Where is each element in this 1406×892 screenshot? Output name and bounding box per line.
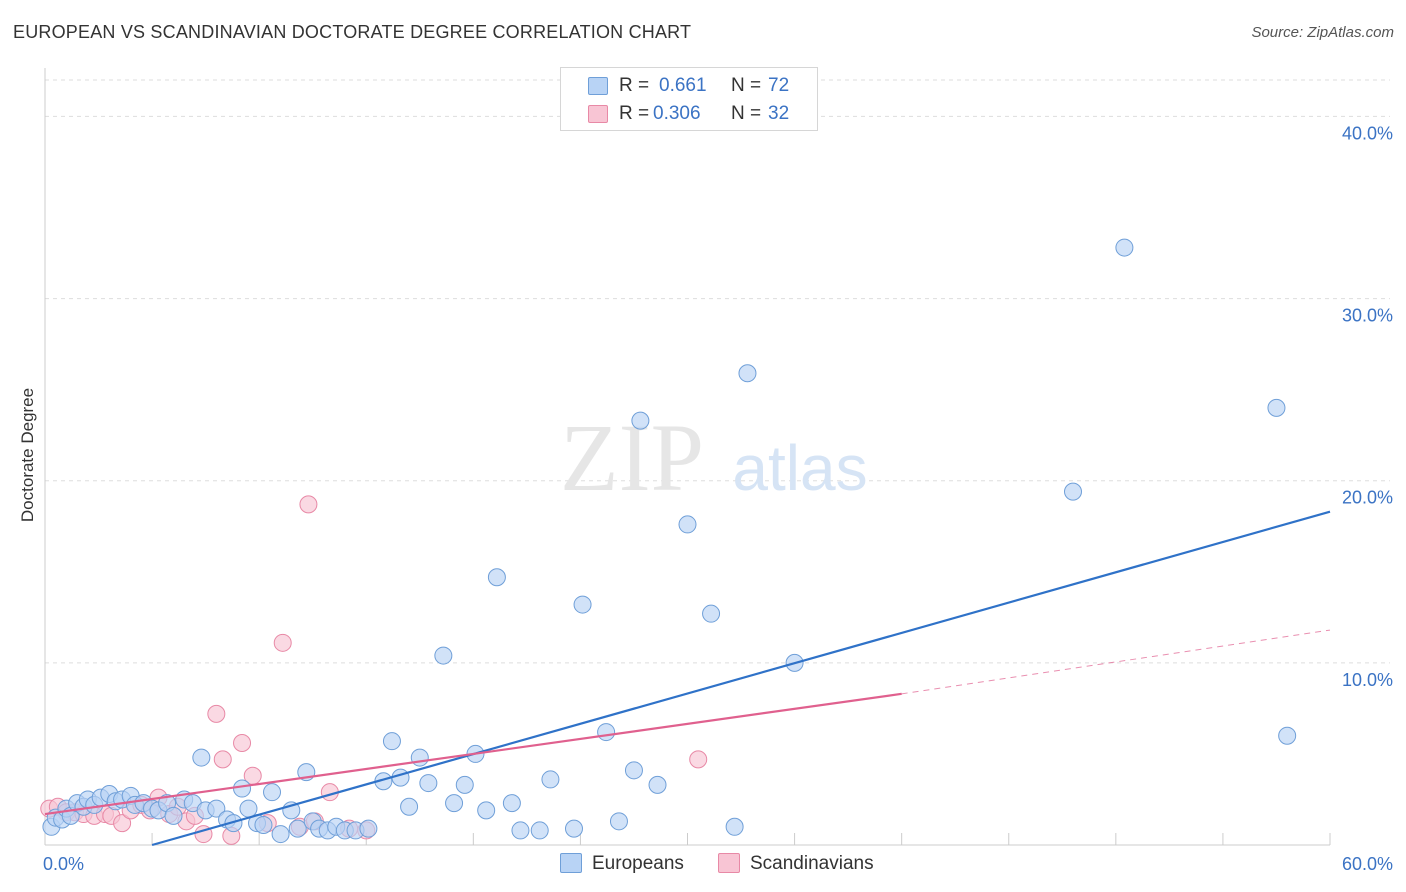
european-point — [609, 812, 628, 831]
y-tick-label: 10.0% — [1342, 670, 1393, 690]
legend-r-label: R = — [619, 103, 650, 124]
european-point — [1115, 238, 1134, 257]
european-point — [391, 768, 410, 787]
european-point — [271, 825, 290, 844]
watermark: ZIP atlas — [560, 404, 868, 511]
european-point — [1267, 398, 1286, 417]
european-point — [702, 604, 721, 623]
legend-row-europeans: R = 0.661 N = 72 — [561, 72, 817, 100]
european-point — [434, 646, 453, 665]
scandinavians-trend-line — [44, 692, 902, 816]
legend-n-value: 32 — [768, 103, 790, 124]
european-point — [164, 806, 183, 825]
european-point — [502, 794, 521, 813]
chart-source: Source: ZipAtlas.com — [1251, 24, 1394, 41]
european-point — [530, 821, 549, 840]
y-axis-label: Doctorate Degree — [18, 388, 37, 522]
european-point — [359, 819, 378, 838]
european-point — [400, 797, 419, 816]
european-point — [511, 821, 530, 840]
legend-swatch-scandinavians — [588, 105, 608, 123]
chart-title: EUROPEAN VS SCANDINAVIAN DOCTORATE DEGRE… — [13, 22, 692, 42]
bottom-legend-swatch-scandinavians — [718, 853, 740, 873]
scandinavian-point — [207, 704, 226, 723]
legend-row-scandinavians: R = 0.306 N = 32 — [561, 100, 817, 128]
europeans-trend-line — [151, 510, 1331, 847]
european-point — [725, 817, 744, 836]
legend-n-label: N = — [731, 103, 762, 124]
scandinavian-point — [233, 734, 252, 752]
grid-lines — [45, 79, 1390, 664]
european-point — [631, 411, 650, 430]
europeans-points — [42, 238, 1297, 844]
trend-lines — [44, 510, 1331, 847]
european-point — [597, 723, 616, 742]
tick-labels: 10.0% 20.0% 30.0% 40.0% 0.0% 60.0% — [43, 123, 1393, 874]
axes — [44, 68, 1331, 846]
european-point — [263, 783, 282, 802]
european-point — [564, 819, 583, 838]
european-point — [541, 770, 560, 789]
european-point — [445, 794, 464, 813]
european-point — [233, 779, 252, 798]
european-point — [1064, 482, 1082, 501]
x-tick-label: 0.0% — [43, 854, 84, 874]
scandinavian-point — [299, 495, 318, 514]
european-point — [410, 748, 429, 767]
european-point — [382, 732, 401, 751]
european-point — [738, 364, 757, 383]
european-point — [288, 819, 307, 838]
european-point — [224, 814, 243, 833]
european-point — [487, 568, 506, 587]
european-point — [419, 774, 438, 793]
legend-n-value: 72 — [768, 75, 790, 96]
legend-swatch-europeans — [588, 77, 608, 95]
european-point — [254, 815, 273, 834]
scandinavian-point — [689, 750, 708, 769]
european-point — [192, 748, 211, 767]
european-point — [624, 761, 643, 780]
european-point — [207, 799, 226, 818]
y-tick-label: 30.0% — [1342, 306, 1393, 326]
european-point — [573, 595, 592, 614]
european-point — [678, 515, 697, 534]
bottom-legend-swatch-europeans — [560, 853, 582, 873]
european-point — [477, 801, 496, 820]
legend-r-value: 0.661 — [659, 75, 707, 96]
scandinavian-point — [213, 750, 232, 769]
european-point — [455, 775, 474, 794]
correlation-legend: R = 0.661 N = 72 R = 0.306 N = 32 — [560, 67, 818, 131]
watermark-atlas: atlas — [732, 432, 867, 504]
x-tick-label: 60.0% — [1342, 854, 1393, 874]
european-point — [1278, 726, 1297, 745]
y-tick-label: 20.0% — [1342, 488, 1393, 508]
bottom-legend-label-europeans: Europeans — [592, 853, 684, 874]
scandinavians-points — [40, 495, 708, 845]
legend-r-value: 0.306 — [653, 103, 701, 124]
legend-r-label: R = — [619, 75, 650, 96]
legend-n-label: N = — [731, 75, 762, 96]
scandinavians-trend-extension — [901, 629, 1331, 695]
scandinavian-point — [273, 633, 292, 652]
european-point — [648, 775, 667, 794]
bottom-legend-label-scandinavians: Scandinavians — [750, 853, 874, 874]
y-tick-label: 40.0% — [1342, 123, 1393, 143]
scandinavian-point — [113, 814, 132, 833]
european-point — [239, 799, 258, 818]
